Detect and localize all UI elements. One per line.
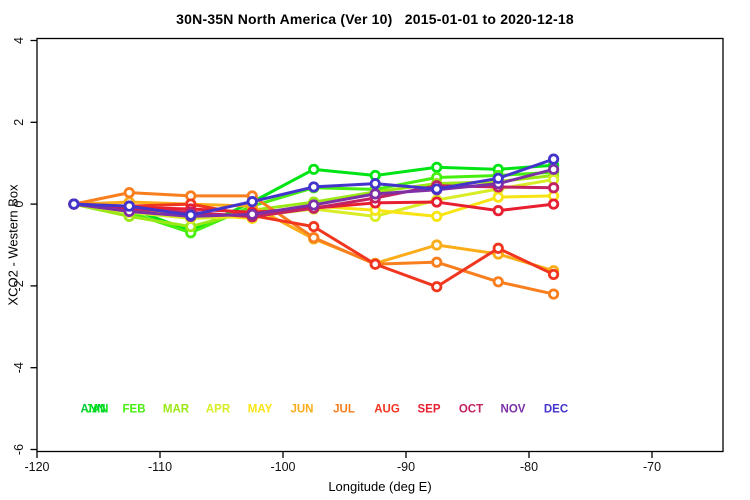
chart-title: 30N-35N North America (Ver 10) 2015-01-0…	[176, 11, 574, 27]
series-marker-AUG	[369, 258, 381, 270]
x-tick-label: -120	[24, 460, 49, 474]
x-tick-label: -80	[520, 460, 538, 474]
series-marker-AUG	[547, 268, 560, 281]
series-marker-JUL	[492, 276, 504, 288]
series-marker-DEC	[123, 200, 135, 212]
y-tick-label: -4	[12, 362, 26, 373]
series-marker-JUL	[431, 256, 443, 268]
plot-box	[36, 37, 724, 453]
series-marker-SEP	[547, 198, 560, 210]
series-marker-JUL	[547, 288, 560, 300]
series-marker-JUN	[431, 239, 443, 251]
legend-item-NOV: NOV	[501, 404, 526, 416]
series-marker-DEC	[547, 153, 560, 165]
y-axis-title: XCO2 - Western Box	[5, 184, 21, 306]
series-marker-JAN	[308, 163, 320, 175]
series-marker-AUG	[492, 242, 504, 254]
series-marker-DEC	[492, 172, 504, 184]
legend-item-AUG: AUG	[374, 404, 400, 416]
series-marker-JUL	[123, 187, 135, 199]
series-marker-AUG	[431, 281, 443, 293]
x-tick-label: -90	[397, 460, 415, 474]
series-marker-DEC	[431, 183, 443, 195]
series-marker-AUG	[308, 220, 320, 233]
series-marker-NOV	[547, 163, 560, 175]
series-marker-DEC	[369, 178, 381, 190]
legend-item-OCT: OCT	[459, 404, 483, 416]
series-marker-MAY	[492, 191, 504, 203]
legend-item-SEP: SEP	[417, 404, 440, 416]
x-tick-label: -70	[643, 460, 661, 474]
series-marker-DEC	[308, 181, 320, 193]
legend-item-FEB: FEB	[123, 404, 146, 416]
series-marker-SEP	[431, 196, 443, 208]
series-marker-DEC	[246, 196, 258, 208]
series-marker-NOV	[369, 188, 381, 200]
legend-item-MAY: MAY	[248, 404, 273, 416]
y-tick-label: -6	[12, 444, 26, 455]
y-tick-label: 4	[12, 37, 26, 44]
y-tick-label: 0	[12, 201, 26, 208]
legend-item-JUN: JUN	[290, 404, 313, 416]
legend-item-DEC: DEC	[544, 404, 568, 416]
series-marker-JUL	[308, 232, 320, 244]
legend-item-JAN: JAN	[85, 404, 108, 416]
series-marker-NOV	[308, 199, 320, 211]
series-marker-OCT	[547, 182, 560, 194]
series-marker-DEC	[185, 209, 197, 221]
x-tick-label: -110	[148, 460, 172, 474]
y-tick-label: -2	[12, 280, 26, 291]
series-marker-SEP	[492, 205, 504, 217]
legend-item-MAR: MAR	[163, 404, 190, 416]
x-axis-title: Longitude (deg E)	[328, 479, 432, 494]
legend-item-ANN: ANN	[81, 404, 106, 416]
y-tick-label: 2	[12, 119, 26, 126]
legend-item-APR: APR	[206, 404, 231, 416]
series-marker-MAY	[431, 210, 443, 222]
series-marker-DEC	[68, 198, 80, 210]
legend-item-JUL: JUL	[333, 404, 355, 416]
series-marker-NOV	[246, 208, 258, 220]
series-marker-JAN	[431, 161, 443, 173]
x-tick-label: -100	[270, 460, 295, 474]
